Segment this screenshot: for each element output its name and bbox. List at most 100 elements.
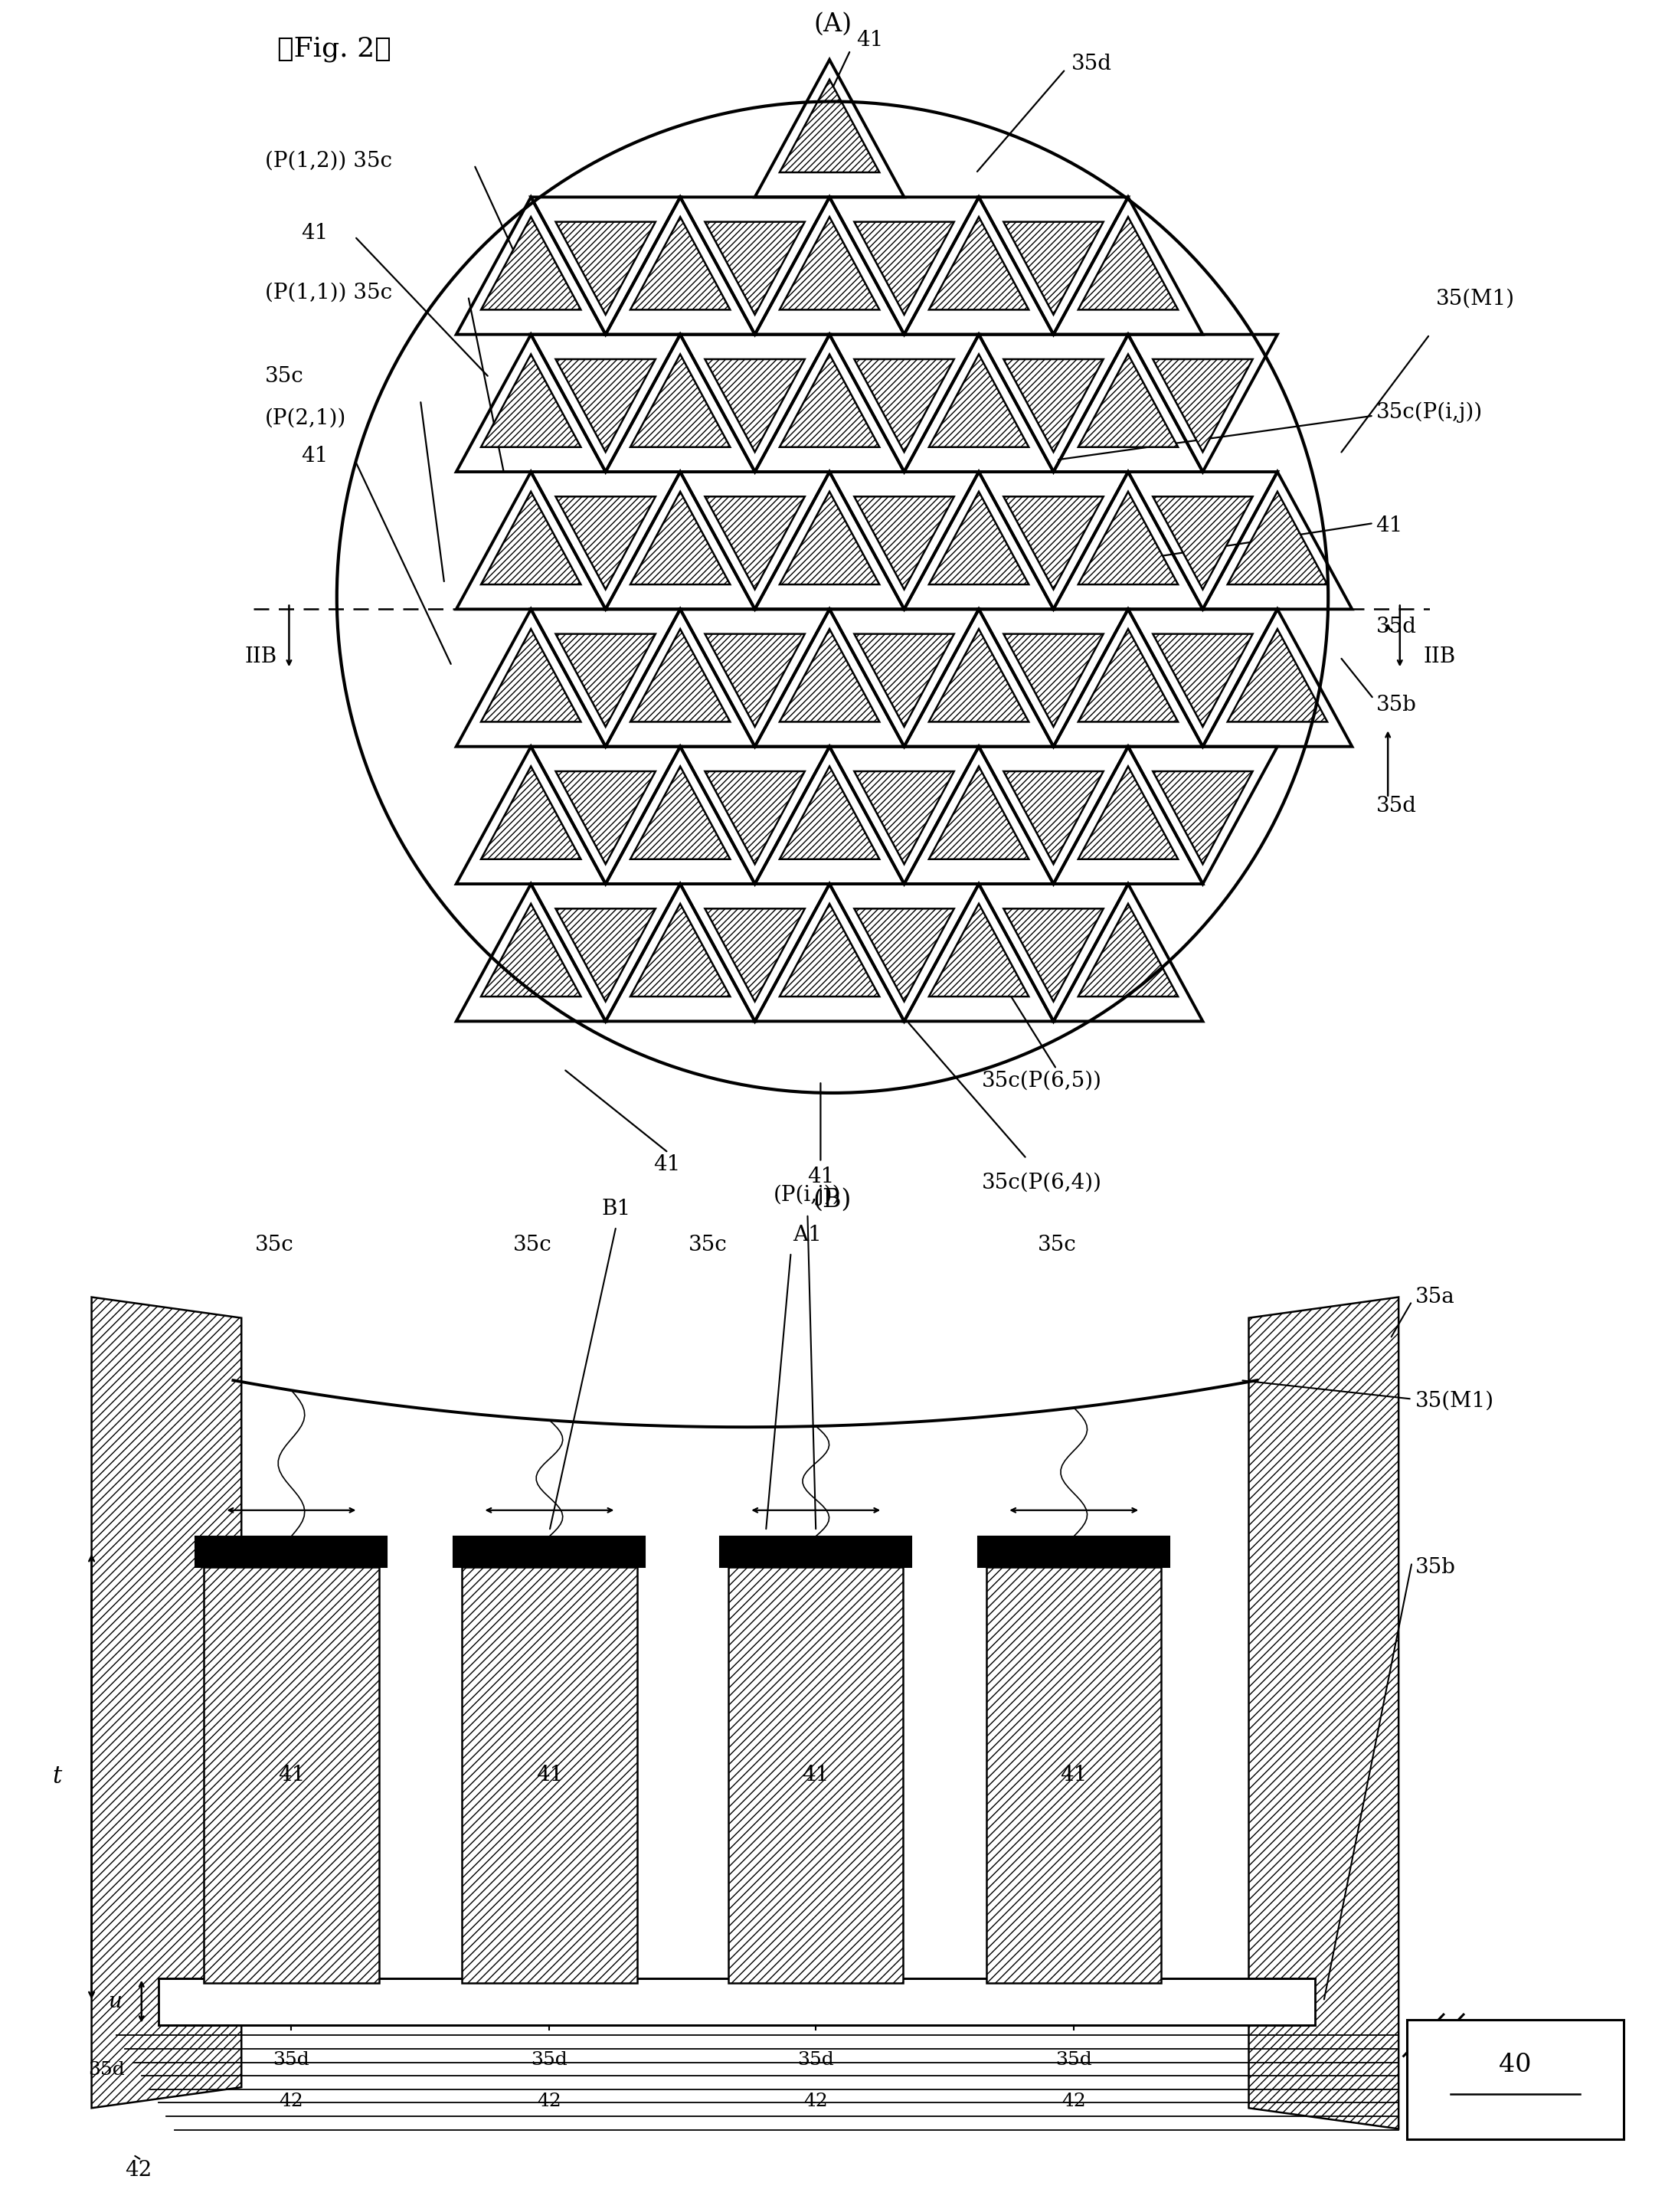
Polygon shape	[704, 221, 804, 314]
Text: A1: A1	[793, 1225, 823, 1245]
Polygon shape	[631, 354, 731, 447]
Text: B1: B1	[601, 1199, 631, 1219]
Polygon shape	[556, 221, 656, 314]
Polygon shape	[779, 628, 879, 721]
Polygon shape	[719, 1535, 912, 1568]
Text: 35c: 35c	[265, 365, 305, 387]
Text: 35b: 35b	[1415, 1557, 1455, 1577]
Polygon shape	[481, 628, 581, 721]
Polygon shape	[556, 909, 656, 1002]
Polygon shape	[1004, 495, 1104, 588]
Polygon shape	[929, 491, 1029, 584]
Text: (P(1,1)) 35c: (P(1,1)) 35c	[265, 283, 393, 303]
Text: (P(i,j)): (P(i,j))	[774, 1186, 841, 1206]
Polygon shape	[556, 358, 656, 451]
Polygon shape	[779, 905, 879, 998]
Polygon shape	[929, 905, 1029, 998]
Polygon shape	[979, 1535, 1169, 1568]
Text: 35d: 35d	[1056, 2051, 1092, 2068]
Text: 35c(P(i,j)): 35c(P(i,j))	[1375, 403, 1482, 422]
Polygon shape	[729, 1568, 902, 1984]
Text: 41: 41	[653, 1155, 681, 1175]
Text: 35c: 35c	[688, 1234, 728, 1256]
Text: (P(1,2)) 35c: (P(1,2)) 35c	[265, 150, 393, 173]
Text: 35c: 35c	[1037, 1234, 1077, 1256]
Text: 41: 41	[301, 447, 328, 467]
Text: 35(M1): 35(M1)	[1435, 288, 1515, 310]
Polygon shape	[1152, 495, 1252, 588]
Text: 35c: 35c	[513, 1234, 553, 1256]
Polygon shape	[1004, 221, 1104, 314]
Polygon shape	[779, 491, 879, 584]
Polygon shape	[631, 628, 731, 721]
Text: (B): (B)	[813, 1188, 852, 1212]
Polygon shape	[481, 905, 581, 998]
Polygon shape	[1004, 635, 1104, 728]
Polygon shape	[854, 635, 954, 728]
Text: t: t	[52, 1765, 62, 1790]
Text: 35d: 35d	[1071, 53, 1112, 75]
Polygon shape	[631, 905, 731, 998]
Polygon shape	[854, 221, 954, 314]
Polygon shape	[1227, 628, 1327, 721]
Text: 35d: 35d	[88, 2062, 125, 2079]
Polygon shape	[986, 1568, 1162, 1984]
Text: 41: 41	[808, 1166, 834, 1188]
Polygon shape	[779, 217, 879, 310]
Polygon shape	[631, 491, 731, 584]
Polygon shape	[481, 491, 581, 584]
Polygon shape	[556, 772, 656, 865]
Text: 35d: 35d	[531, 2051, 568, 2068]
Text: 35(M1): 35(M1)	[1415, 1391, 1494, 1411]
Polygon shape	[1079, 628, 1179, 721]
Text: (A): (A)	[813, 11, 852, 35]
Text: 40: 40	[1498, 2053, 1532, 2077]
Text: u: u	[108, 1991, 122, 2011]
Polygon shape	[1227, 491, 1327, 584]
Polygon shape	[631, 765, 731, 858]
Polygon shape	[556, 495, 656, 588]
Polygon shape	[704, 909, 804, 1002]
Text: IIB: IIB	[245, 646, 276, 668]
Polygon shape	[704, 495, 804, 588]
Text: 35b: 35b	[1375, 695, 1417, 714]
Polygon shape	[481, 765, 581, 858]
Polygon shape	[854, 358, 954, 451]
Polygon shape	[1152, 772, 1252, 865]
Polygon shape	[704, 772, 804, 865]
Text: 42: 42	[538, 2093, 561, 2110]
Text: IIB: IIB	[1424, 646, 1457, 668]
Text: 41: 41	[536, 1765, 563, 1785]
Text: (P(2,1)): (P(2,1))	[265, 407, 346, 429]
Text: 42: 42	[804, 2093, 828, 2110]
Polygon shape	[929, 217, 1029, 310]
Polygon shape	[158, 1978, 1315, 2024]
Polygon shape	[1152, 358, 1252, 451]
Text: 41: 41	[278, 1765, 305, 1785]
Text: 【Fig. 2】: 【Fig. 2】	[276, 35, 391, 62]
Polygon shape	[704, 635, 804, 728]
Polygon shape	[453, 1535, 646, 1568]
Polygon shape	[854, 495, 954, 588]
Text: 35d: 35d	[273, 2051, 310, 2068]
Text: 41: 41	[301, 223, 328, 243]
Text: 35c: 35c	[255, 1234, 295, 1256]
Polygon shape	[203, 1568, 378, 1984]
Polygon shape	[1079, 354, 1179, 447]
Polygon shape	[779, 354, 879, 447]
Polygon shape	[556, 635, 656, 728]
Polygon shape	[1079, 765, 1179, 858]
Polygon shape	[92, 1296, 241, 2108]
Polygon shape	[929, 628, 1029, 721]
Polygon shape	[1079, 491, 1179, 584]
Text: 42: 42	[280, 2093, 303, 2110]
Text: 41: 41	[1375, 515, 1404, 535]
Polygon shape	[481, 354, 581, 447]
Text: 41: 41	[1061, 1765, 1087, 1785]
Polygon shape	[1079, 905, 1179, 998]
Polygon shape	[779, 80, 879, 173]
Polygon shape	[196, 1535, 386, 1568]
Text: 35c(P(6,4)): 35c(P(6,4))	[982, 1172, 1102, 1192]
Polygon shape	[631, 217, 731, 310]
Text: 35c(P(6,5)): 35c(P(6,5))	[982, 1071, 1102, 1091]
